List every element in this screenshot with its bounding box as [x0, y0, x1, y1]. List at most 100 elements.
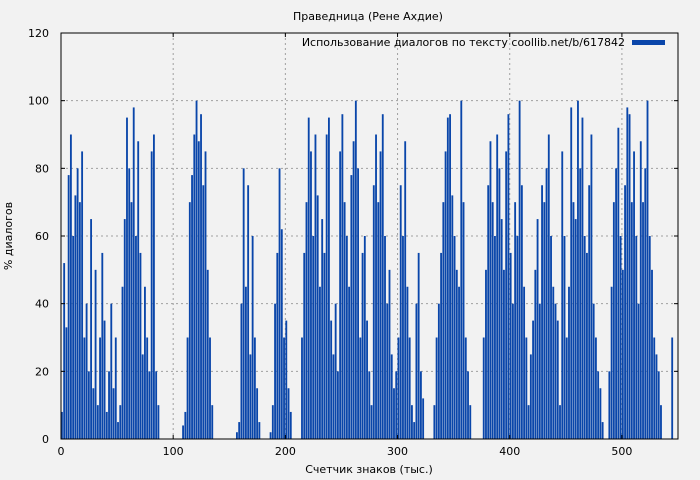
- bar: [559, 405, 561, 439]
- bar: [211, 405, 214, 439]
- bar: [626, 107, 629, 439]
- bar: [92, 388, 95, 439]
- bar: [72, 236, 75, 439]
- bar: [283, 337, 285, 439]
- bar: [417, 252, 420, 439]
- bar: [85, 303, 88, 439]
- bar: [507, 114, 510, 439]
- x-tick-label: 400: [499, 445, 520, 458]
- bar: [516, 236, 519, 439]
- bar: [402, 236, 404, 439]
- bar: [592, 303, 595, 439]
- bar: [586, 252, 588, 439]
- bar: [323, 252, 326, 439]
- bar: [469, 405, 472, 439]
- bar: [240, 303, 243, 439]
- y-tick-label: 0: [42, 433, 49, 446]
- bar: [110, 303, 113, 439]
- bar: [444, 151, 447, 439]
- bar: [112, 388, 115, 439]
- bar: [339, 151, 342, 439]
- bar: [637, 303, 640, 439]
- bar: [74, 195, 77, 439]
- bar: [597, 371, 600, 439]
- bar: [366, 320, 368, 439]
- bar: [536, 219, 539, 439]
- bar: [155, 371, 158, 439]
- bar: [332, 354, 335, 439]
- bar: [563, 236, 566, 439]
- bar: [437, 303, 440, 439]
- bar: [184, 411, 187, 439]
- bar: [671, 337, 674, 439]
- bar: [660, 405, 662, 439]
- bar: [289, 411, 292, 439]
- bar: [651, 269, 653, 439]
- bar: [413, 422, 416, 439]
- legend-swatch: [632, 40, 665, 45]
- bar: [132, 107, 135, 439]
- bar: [523, 286, 526, 439]
- bar: [467, 371, 469, 439]
- bar: [119, 405, 122, 439]
- bar: [310, 151, 312, 439]
- bar: [301, 337, 303, 439]
- bar: [411, 405, 413, 439]
- bar: [123, 219, 126, 439]
- bar: [274, 303, 276, 439]
- bar: [321, 219, 324, 439]
- bar: [121, 286, 124, 439]
- bar: [543, 202, 546, 439]
- bar: [152, 134, 155, 439]
- bar: [90, 219, 93, 439]
- bar: [209, 337, 211, 439]
- bar: [278, 168, 281, 440]
- bar: [442, 202, 445, 439]
- bar: [635, 236, 638, 439]
- bar: [370, 405, 373, 439]
- bar: [206, 269, 209, 439]
- bar: [307, 117, 310, 439]
- bar: [94, 269, 97, 439]
- legend-label: Использование диалогов по тексту coollib…: [302, 36, 625, 49]
- bar: [357, 168, 360, 440]
- bar: [101, 252, 104, 439]
- bar: [496, 134, 499, 439]
- bar: [388, 269, 391, 439]
- bar: [330, 320, 333, 439]
- bar: [334, 303, 337, 439]
- bar: [312, 236, 315, 439]
- bar: [251, 236, 254, 439]
- bar: [588, 185, 591, 439]
- x-tick-label: 0: [58, 445, 65, 458]
- y-tick-label: 80: [35, 162, 49, 175]
- bar: [621, 269, 624, 439]
- bar: [599, 388, 602, 439]
- bar: [433, 405, 436, 439]
- bar: [384, 236, 386, 439]
- bar: [114, 337, 117, 439]
- x-tick-label: 300: [387, 445, 408, 458]
- bar: [287, 388, 290, 439]
- bar: [78, 202, 81, 439]
- bar: [628, 114, 631, 439]
- bar: [538, 303, 541, 439]
- bar: [372, 185, 375, 439]
- bar: [204, 151, 207, 439]
- bar: [327, 117, 330, 439]
- bar: [630, 202, 633, 439]
- bar: [639, 141, 642, 439]
- bar: [494, 236, 496, 439]
- bar: [482, 337, 485, 439]
- bar: [348, 286, 351, 439]
- bar: [197, 141, 200, 439]
- bar: [458, 286, 460, 439]
- bar: [200, 114, 202, 439]
- x-tick-label: 500: [611, 445, 632, 458]
- bar: [316, 195, 319, 439]
- bar: [126, 117, 128, 439]
- bar: [253, 337, 256, 439]
- y-tick-label: 40: [35, 298, 49, 311]
- bar: [648, 236, 651, 439]
- bar: [314, 134, 317, 439]
